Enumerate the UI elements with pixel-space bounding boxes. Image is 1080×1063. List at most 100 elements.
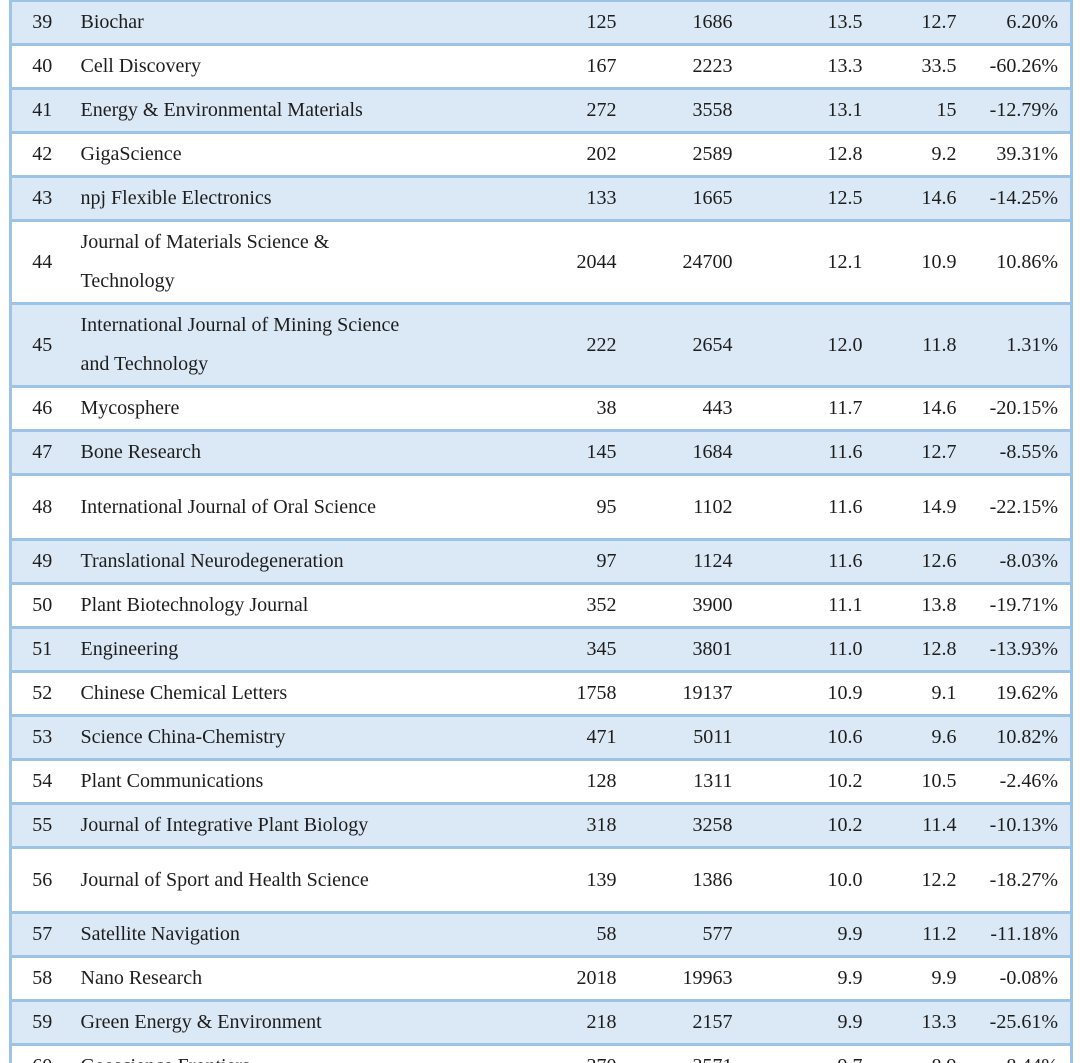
rank-cell: 43 (10, 176, 73, 222)
table-row: 42 GigaScience 202 2589 12.8 9.2 39.31% (10, 132, 1072, 178)
prev-impact-factor-cell: 8.9 (874, 1044, 969, 1063)
rank-cell: 45 (10, 303, 73, 388)
articles-cell: 38 (480, 386, 629, 432)
table-row: 45 International Journal of Mining Scien… (10, 303, 1072, 388)
change-percent-cell: -60.26% (968, 44, 1072, 90)
change-percent-cell: 10.86% (968, 220, 1072, 305)
journal-name-cell: Mycosphere (72, 386, 481, 432)
table-row: 43 npj Flexible Electronics 133 1665 12.… (10, 176, 1072, 222)
impact-factor-cell: 11.1 (744, 583, 875, 629)
articles-cell: 2044 (480, 220, 629, 305)
total-cites-cell: 2654 (628, 303, 745, 388)
total-cites-cell: 19963 (628, 956, 745, 1002)
prev-impact-factor-cell: 9.1 (874, 671, 969, 717)
impact-factor-cell: 10.6 (744, 715, 875, 761)
change-percent-cell: 39.31% (968, 132, 1072, 178)
change-percent-cell: -22.15% (968, 474, 1072, 541)
rank-cell: 41 (10, 88, 73, 134)
table-row: 60 Geoscience Frontiers 370 3571 9.7 8.9… (10, 1044, 1072, 1063)
change-percent-cell: -10.13% (968, 803, 1072, 849)
prev-impact-factor-cell: 14.6 (874, 176, 969, 222)
change-percent-cell: -20.15% (968, 386, 1072, 432)
total-cites-cell: 3558 (628, 88, 745, 134)
impact-factor-cell: 11.7 (744, 386, 875, 432)
change-percent-cell: 1.31% (968, 303, 1072, 388)
table-row: 41 Energy & Environmental Materials 272 … (10, 88, 1072, 134)
change-percent-cell: 10.82% (968, 715, 1072, 761)
journal-name-cell: Journal of Integrative Plant Biology (72, 803, 481, 849)
change-percent-cell: -11.18% (968, 912, 1072, 958)
impact-factor-cell: 12.1 (744, 220, 875, 305)
change-percent-cell: -18.27% (968, 847, 1072, 914)
change-percent-cell: -2.46% (968, 759, 1072, 805)
prev-impact-factor-cell: 9.9 (874, 956, 969, 1002)
total-cites-cell: 2157 (628, 1000, 745, 1046)
rank-cell: 39 (10, 1, 73, 46)
rank-cell: 49 (10, 539, 73, 585)
journal-name-cell: International Journal of Mining Science … (72, 303, 481, 388)
impact-factor-cell: 10.0 (744, 847, 875, 914)
total-cites-cell: 443 (628, 386, 745, 432)
journal-name-cell: Plant Biotechnology Journal (72, 583, 481, 629)
prev-impact-factor-cell: 12.2 (874, 847, 969, 914)
prev-impact-factor-cell: 14.6 (874, 386, 969, 432)
impact-factor-cell: 10.2 (744, 803, 875, 849)
articles-cell: 345 (480, 627, 629, 673)
table-row: 47 Bone Research 145 1684 11.6 12.7 -8.5… (10, 430, 1072, 476)
journal-name-cell: npj Flexible Electronics (72, 176, 481, 222)
total-cites-cell: 3258 (628, 803, 745, 849)
table-row: 53 Science China-Chemistry 471 5011 10.6… (10, 715, 1072, 761)
impact-factor-cell: 13.3 (744, 44, 875, 90)
articles-cell: 318 (480, 803, 629, 849)
prev-impact-factor-cell: 10.5 (874, 759, 969, 805)
rank-cell: 51 (10, 627, 73, 673)
rank-cell: 55 (10, 803, 73, 849)
journal-name-cell: Translational Neurodegeneration (72, 539, 481, 585)
table-row: 49 Translational Neurodegeneration 97 11… (10, 539, 1072, 585)
prev-impact-factor-cell: 13.8 (874, 583, 969, 629)
total-cites-cell: 1686 (628, 1, 745, 46)
impact-factor-cell: 9.7 (744, 1044, 875, 1063)
total-cites-cell: 1665 (628, 176, 745, 222)
total-cites-cell: 3900 (628, 583, 745, 629)
total-cites-cell: 2589 (628, 132, 745, 178)
total-cites-cell: 577 (628, 912, 745, 958)
impact-factor-cell: 11.6 (744, 539, 875, 585)
total-cites-cell: 1102 (628, 474, 745, 541)
total-cites-cell: 1684 (628, 430, 745, 476)
table-row: 40 Cell Discovery 167 2223 13.3 33.5 -60… (10, 44, 1072, 90)
impact-factor-cell: 11.6 (744, 474, 875, 541)
prev-impact-factor-cell: 11.2 (874, 912, 969, 958)
journal-name-cell: Journal of Sport and Health Science (72, 847, 481, 914)
prev-impact-factor-cell: 33.5 (874, 44, 969, 90)
impact-factor-cell: 13.1 (744, 88, 875, 134)
rank-cell: 54 (10, 759, 73, 805)
rank-cell: 58 (10, 956, 73, 1002)
change-percent-cell: -19.71% (968, 583, 1072, 629)
prev-impact-factor-cell: 11.4 (874, 803, 969, 849)
articles-cell: 202 (480, 132, 629, 178)
change-percent-cell: -8.03% (968, 539, 1072, 585)
journal-name-cell: Science China-Chemistry (72, 715, 481, 761)
prev-impact-factor-cell: 12.6 (874, 539, 969, 585)
impact-factor-cell: 9.9 (744, 912, 875, 958)
articles-cell: 222 (480, 303, 629, 388)
table-row: 48 International Journal of Oral Science… (10, 474, 1072, 541)
prev-impact-factor-cell: 13.3 (874, 1000, 969, 1046)
change-percent-cell: -12.79% (968, 88, 1072, 134)
prev-impact-factor-cell: 15 (874, 88, 969, 134)
articles-cell: 128 (480, 759, 629, 805)
change-percent-cell: -25.61% (968, 1000, 1072, 1046)
rank-cell: 52 (10, 671, 73, 717)
impact-factor-cell: 11.0 (744, 627, 875, 673)
table-row: 50 Plant Biotechnology Journal 352 3900 … (10, 583, 1072, 629)
prev-impact-factor-cell: 11.8 (874, 303, 969, 388)
impact-factor-cell: 9.9 (744, 1000, 875, 1046)
articles-cell: 2018 (480, 956, 629, 1002)
journal-name-cell: Bone Research (72, 430, 481, 476)
rank-cell: 44 (10, 220, 73, 305)
rank-cell: 48 (10, 474, 73, 541)
change-percent-cell: 6.20% (968, 1, 1072, 46)
prev-impact-factor-cell: 10.9 (874, 220, 969, 305)
